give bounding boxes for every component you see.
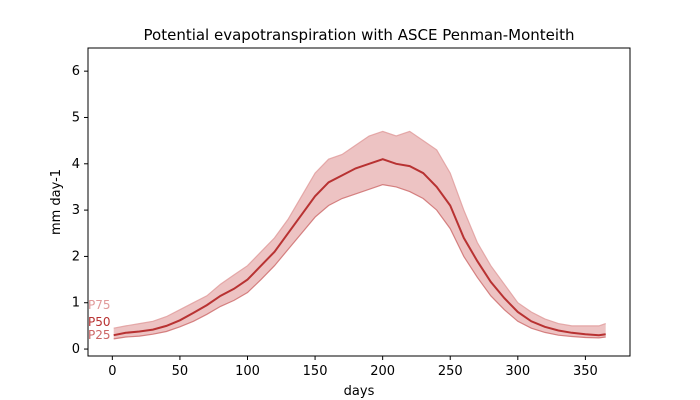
x-tick-label: 350 bbox=[573, 364, 598, 379]
y-tick-label: 4 bbox=[72, 157, 80, 172]
x-axis-label: days bbox=[344, 384, 375, 399]
y-axis-label: mm day-1 bbox=[49, 169, 64, 235]
series-line-p25 bbox=[113, 183, 606, 340]
plot-frame bbox=[87, 47, 631, 357]
p25-p75-band bbox=[113, 131, 606, 339]
series-line-p50 bbox=[113, 158, 606, 337]
x-tick-label: 200 bbox=[370, 364, 395, 379]
y-tick-label: 2 bbox=[72, 249, 80, 264]
x-tick-label: 100 bbox=[235, 364, 260, 379]
y-tick-label: 1 bbox=[72, 296, 80, 311]
chart-title: Potential evapotranspiration with ASCE P… bbox=[144, 26, 575, 44]
x-tick-label: 150 bbox=[303, 364, 328, 379]
band-label-p75: P75 bbox=[88, 298, 111, 312]
x-axis-ticks: 0 50 100 150 200 250 300 350 bbox=[108, 356, 598, 379]
x-tick-label: 50 bbox=[172, 364, 189, 379]
y-tick-label: 0 bbox=[72, 342, 80, 357]
band-label-p50: P50 bbox=[88, 315, 111, 329]
x-tick-label: 300 bbox=[505, 364, 530, 379]
y-tick-label: 3 bbox=[72, 203, 80, 218]
y-tick-label: 6 bbox=[72, 64, 80, 79]
series-line-p75 bbox=[113, 130, 606, 329]
x-tick-label: 250 bbox=[438, 364, 463, 379]
band-label-p25: P25 bbox=[88, 328, 111, 342]
y-tick-label: 5 bbox=[72, 110, 80, 125]
x-tick-label: 0 bbox=[108, 364, 116, 379]
y-axis-ticks: 0 1 2 3 4 5 6 bbox=[72, 64, 88, 357]
plot-layer bbox=[113, 130, 606, 340]
